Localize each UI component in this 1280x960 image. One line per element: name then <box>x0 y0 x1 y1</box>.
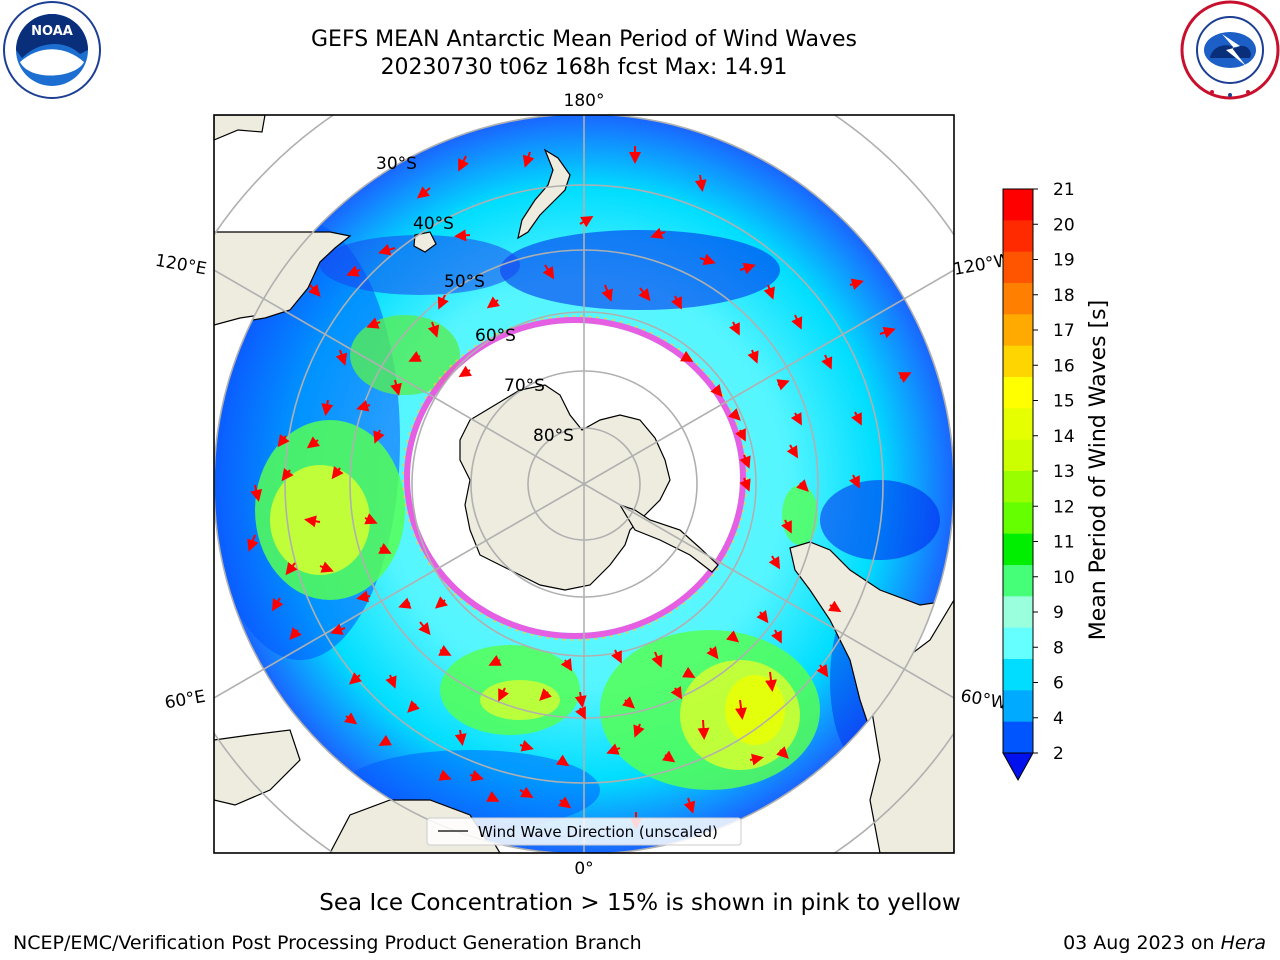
lat-label-80s: 80°S <box>533 426 574 446</box>
colorbar-tick-label: 15 <box>1053 392 1075 412</box>
chart-title-line2: 20230730 t06z 168h fcst Max: 14.91 <box>380 55 788 80</box>
colorbar-tick-label: 16 <box>1053 356 1075 376</box>
colorbar-segment <box>1003 345 1033 378</box>
lon-label-60w: 60°W <box>959 686 1009 714</box>
colorbar-segment <box>1003 251 1033 284</box>
colorbar-segment <box>1003 721 1033 754</box>
colorbar-tick-label: 18 <box>1053 286 1075 306</box>
colorbar-segment <box>1003 314 1033 347</box>
colorbar-segment <box>1003 533 1033 566</box>
colorbar-segment <box>1003 471 1033 503</box>
colorbar-segment <box>1003 408 1033 441</box>
noaa-logo: NOAA <box>3 1 101 99</box>
new-zealand-landmass <box>517 148 571 240</box>
colorbar-tick-label: 13 <box>1053 462 1075 482</box>
colorbar-tick-label: 2 <box>1053 744 1064 764</box>
map-legend: Wind Wave Direction (unscaled) <box>426 817 742 846</box>
footer-machine: Hera <box>1220 932 1266 954</box>
colorbar: 21 20 19 18 17 16 15 14 13 12 11 10 9 8 6 4 2 <box>1002 180 1075 782</box>
noaa-logo-text: NOAA <box>31 24 73 39</box>
colorbar-tick-label: 6 <box>1053 674 1064 694</box>
legend-label: Wind Wave Direction (unscaled) <box>478 823 718 841</box>
colorbar-tick-label: 10 <box>1053 568 1075 588</box>
colorbar-segment <box>1003 502 1033 535</box>
colorbar-tick-label: 21 <box>1053 180 1075 200</box>
colorbar-segment <box>1003 596 1033 629</box>
lon-label-120e: 120°E <box>154 251 208 280</box>
lon-label-180: 180° <box>564 91 605 111</box>
sea-ice-note: Sea Ice Concentration > 15% is shown in … <box>319 890 961 916</box>
latitude-labels: 30°S 40°S 50°S 60°S 70°S 80°S <box>376 154 574 446</box>
colorbar-segment <box>1003 220 1033 253</box>
lat-label-30s: 30°S <box>376 154 417 174</box>
footer-date-text: 03 Aug 2023 on <box>1063 932 1221 954</box>
colorbar-segment <box>1003 627 1033 660</box>
lon-label-60e: 60°E <box>163 687 207 714</box>
colorbar-tick-label: 8 <box>1053 638 1064 658</box>
footer-date: 03 Aug 2023 on Hera <box>1063 932 1266 954</box>
colorbar-tick-label: 14 <box>1053 427 1075 447</box>
footer-credit: NCEP/EMC/Verification Post Processing Pr… <box>13 932 642 954</box>
colorbar-segment <box>1003 189 1033 221</box>
lat-label-60s: 60°S <box>475 326 516 346</box>
colorbar-label: Mean Period of Wind Waves [s] <box>1086 300 1111 640</box>
colorbar-segment <box>1003 283 1033 315</box>
colorbar-segment <box>1003 659 1033 691</box>
colorbar-tick-label: 4 <box>1053 709 1064 729</box>
colorbar-extend-triangle <box>1002 752 1034 782</box>
colorbar-tick-label: 9 <box>1053 603 1064 623</box>
colorbar-tick-label: 17 <box>1053 321 1075 341</box>
lon-label-0: 0° <box>574 859 593 879</box>
lat-label-50s: 50°S <box>444 272 485 292</box>
colorbar-tick-label: 12 <box>1053 497 1075 517</box>
sea-ice-edge <box>404 317 746 639</box>
nws-logo <box>1180 0 1280 100</box>
colorbar-tick-label: 11 <box>1053 533 1075 553</box>
colorbar-segment <box>1003 690 1033 723</box>
wind-wave-arrows <box>247 146 912 830</box>
colorbar-tick-label: 19 <box>1053 251 1075 271</box>
colorbar-segment <box>1003 377 1033 409</box>
colorbar-segment <box>1003 439 1033 472</box>
lat-label-40s: 40°S <box>413 214 454 234</box>
lat-label-70s: 70°S <box>504 376 545 396</box>
colorbar-segment <box>1003 565 1033 597</box>
colorbar-tick-label: 20 <box>1053 215 1075 235</box>
chart-title-line1: GEFS MEAN Antarctic Mean Period of Wind … <box>311 27 857 52</box>
antarctica-landmass <box>459 384 671 591</box>
map-frame <box>213 114 955 854</box>
